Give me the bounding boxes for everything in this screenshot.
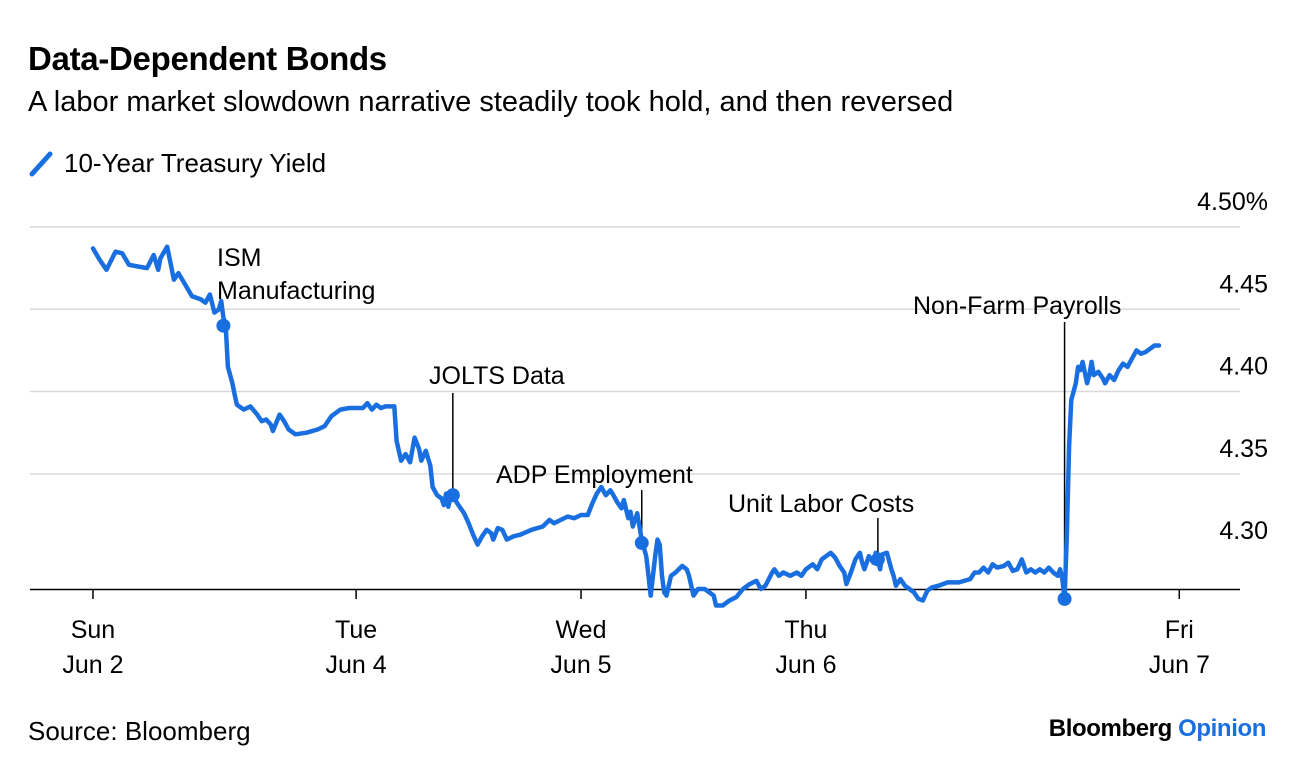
legend-swatch-icon — [29, 151, 53, 176]
chart-title: Data-Dependent Bonds — [28, 40, 387, 77]
y-tick-label: 4.40 — [1219, 353, 1268, 381]
source-note: Source: Bloomberg — [28, 716, 251, 746]
legend-label: 10-Year Treasury Yield — [64, 148, 327, 178]
annotation-label: ADP Employment — [496, 461, 693, 489]
x-tick-label: Sun — [71, 616, 115, 644]
chart-subtitle: A labor market slowdown narrative steadi… — [28, 86, 954, 118]
x-tick-label: Jun 4 — [326, 651, 387, 679]
annotation-marker — [1057, 591, 1072, 606]
x-tick-label: Thu — [784, 616, 827, 644]
x-tick-label: Fri — [1165, 616, 1194, 644]
x-tick-label: Jun 7 — [1149, 651, 1210, 679]
x-tick-label: Jun 2 — [62, 651, 123, 679]
x-tick-label: Wed — [556, 616, 607, 644]
annotation-marker — [634, 535, 649, 550]
annotation-marker — [445, 488, 460, 503]
x-tick-label: Jun 5 — [550, 651, 611, 679]
brand-accent: Opinion — [1178, 715, 1266, 742]
annotation-label: ISM — [217, 244, 261, 272]
y-tick-label: 4.45 — [1219, 270, 1268, 298]
y-tick-label: 4.50% — [1197, 188, 1268, 216]
series-line-10y-yield — [90, 244, 1162, 608]
brand-main: Bloomberg — [1048, 715, 1172, 742]
annotation-label: Manufacturing — [217, 277, 375, 305]
brand-logo: Bloomberg Opinion — [1048, 715, 1267, 743]
x-tick-label: Jun 6 — [775, 651, 836, 679]
annotation-marker — [216, 318, 231, 333]
annotation-label: Unit Labor Costs — [728, 490, 914, 518]
annotation-marker — [870, 552, 885, 567]
annotation-label: JOLTS Data — [429, 362, 565, 390]
legend: 10-Year Treasury Yield — [28, 148, 326, 179]
annotation-label: Non-Farm Payrolls — [913, 292, 1121, 320]
y-tick-label: 4.30 — [1219, 517, 1268, 545]
y-tick-label: 4.35 — [1219, 435, 1268, 463]
x-tick-label: Tue — [335, 616, 377, 644]
